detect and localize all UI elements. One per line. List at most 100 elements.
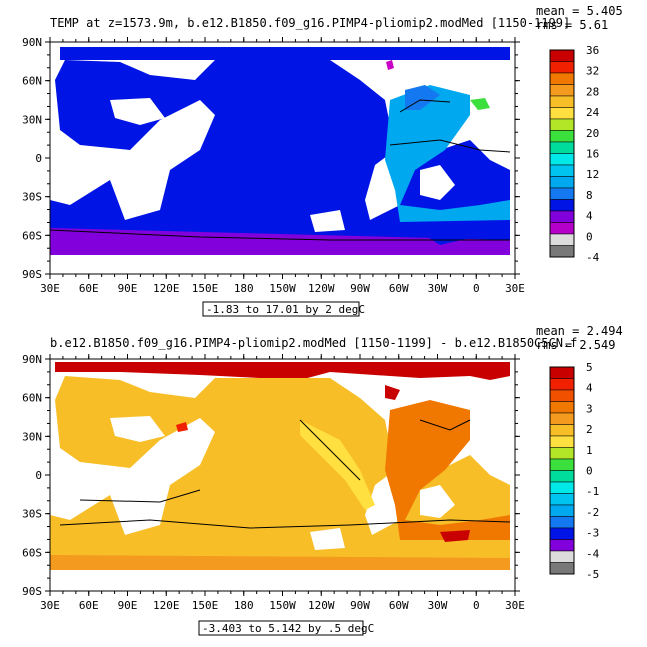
colorbar-swatch [549,389,575,402]
contour-line-a [59,519,511,529]
contour-line-0 [49,229,510,241]
lon-label: 90E [118,282,138,295]
colorbar-label: 4 [586,210,593,223]
southern-ocean-patch [420,232,470,245]
colorbar-swatch [549,49,575,62]
colorbar-swatch [549,447,575,460]
arctic-red-spot [385,385,400,400]
panel-top-title: TEMP at z=1573.9m, b.e12.B1850.f09_g16.P… [50,16,570,30]
colorbar-swatch [549,176,575,189]
colorbar-swatch [549,562,575,575]
lon-label: 60W [389,282,409,295]
land-gap-asia [110,98,165,125]
panel-bottom-title: b.e12.B1850.f09_g16.PIMP4-pliomip2.modMe… [50,336,577,350]
colorbar-swatch [549,84,575,97]
contour-line-d [419,419,471,431]
colorbar-label: 32 [586,65,599,78]
lat-label: 0 [35,152,42,165]
lon-label: 30E [40,599,60,612]
lon-label: 30E [40,282,60,295]
colorbar-label: -4 [586,547,600,560]
land-gap-africa [420,485,455,518]
panel-bottom-colorbar: 5 4 3 2 1 0 -1 -2 -3 -4 -5 [549,361,600,581]
colorbar-swatch [549,141,575,154]
colorbar-label: 8 [586,189,593,202]
colorbar-swatch [549,118,575,131]
panel-top-range-box: -1.83 to 17.01 by 2 degC [202,301,365,317]
lon-label: 120W [308,599,335,612]
lon-label: 0 [473,282,480,295]
lon-label: 30W [428,599,448,612]
colorbar-label: 36 [586,44,599,57]
lon-label: 30E [505,599,525,612]
colorbar-label: -5 [586,568,599,581]
contour-line-4 [389,139,511,153]
panel-top-range-text: -1.83 to 17.01 by 2 degC [206,303,365,316]
colorbar-swatch [549,107,575,120]
lon-label: 90W [350,599,370,612]
panel-bottom-rms: rms = 2.549 [536,338,615,352]
lon-label: 30W [428,282,448,295]
colorbar-label: -1 [586,485,599,498]
colorbar-swatch [549,366,575,379]
colorbar-swatch [549,435,575,448]
colorbar-swatch [549,95,575,108]
colorbar-swatch [549,401,575,414]
colorbar-swatch [549,539,575,552]
panel-top: TEMP at z=1573.9m, b.e12.B1850.f09_g16.P… [22,4,623,317]
southern-ocean-orange [50,555,510,570]
contour-line-b [79,489,201,503]
lat-label: 90N [22,353,42,366]
colorbar-swatch [549,222,575,235]
lat-label: 60N [22,75,42,88]
panel-bottom-map [49,358,516,592]
lat-label: 30S [22,191,42,204]
colorbar-swatch [549,153,575,166]
panel-top-map [49,41,516,275]
lon-label: 60E [79,282,99,295]
lon-label: 0 [473,599,480,612]
pacific-red-spot [176,422,188,432]
colorbar-swatch [549,164,575,177]
lat-label: 30N [22,430,42,443]
lon-label: 30E [505,282,525,295]
lat-label: 60S [22,546,42,559]
land-gap-america [310,210,345,232]
colorbar-swatch [549,470,575,483]
colorbar-swatch [549,245,575,258]
panel-bottom-lon-labels: 30E 60E 90E 120E 150E 180 150W 120W 90W 60W 30W 0 30… [40,599,525,612]
arctic-magenta-spot [386,60,394,70]
equatorial-pacific-yellow [300,420,375,510]
lon-label: 180 [234,599,254,612]
panel-bottom-mean: mean = 2.494 [536,324,623,338]
contour-line-c [299,419,361,481]
panel-bottom: b.e12.B1850.f09_g16.PIMP4-pliomip2.modMe… [22,324,623,636]
contour-line-8 [399,99,451,113]
colorbar-label: 24 [586,106,600,119]
lon-label: 120E [153,282,180,295]
panel-top-mean: mean = 5.405 [536,4,623,18]
colorbar-swatch [549,458,575,471]
panel-top-lat-labels: 90N 60N 30N 0 30S 60S 90S [22,36,42,281]
colorbar-frame [549,49,575,258]
colorbar-label: 12 [586,168,599,181]
panel-bottom-range-box: -3.403 to 5.142 by .5 degC [198,620,374,636]
panel-top-colorbar: 36 32 28 24 20 16 12 8 4 0 -4 [549,44,600,264]
lat-label: 90N [22,36,42,49]
lat-label: 60N [22,392,42,405]
lon-label: 150W [269,599,296,612]
panel-top-rms: rms = 5.61 [536,18,608,32]
lat-label: 30S [22,508,42,521]
colorbar-swatch [549,424,575,437]
colorbar-label: -4 [586,251,600,264]
atlantic-warm-water [385,85,510,222]
med-outflow-green [470,98,490,110]
colorbar-label: 1 [586,444,593,457]
colorbar-swatch [549,378,575,391]
lon-label: 120W [308,282,335,295]
colorbar-label: 2 [586,423,593,436]
colorbar-swatch [549,527,575,540]
atlantic-orange [385,400,510,540]
colorbar-swatch [549,481,575,494]
panel-bottom-ticks [45,354,520,596]
